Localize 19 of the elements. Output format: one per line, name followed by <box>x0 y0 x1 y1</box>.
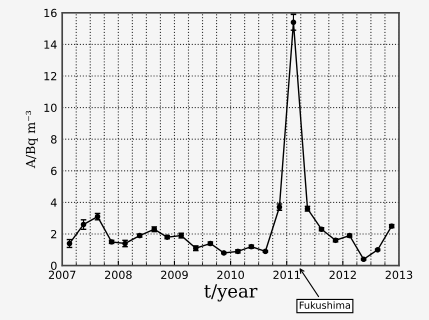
y-tick-label: 16 <box>44 8 57 18</box>
text: Fukushima <box>300 301 350 309</box>
y-tick-label: 0 <box>51 262 57 270</box>
x-tick-label: 2009 <box>161 270 188 280</box>
x-tick-label: 2010 <box>217 270 244 280</box>
y-tick-label: 10 <box>44 104 57 112</box>
y-tick-label: 4 <box>50 198 57 207</box>
y-tick-label: 14 <box>44 40 57 49</box>
y-tick-label: 2 <box>51 230 56 238</box>
y-axis-title: A/Bq m⁻³ <box>26 110 38 168</box>
y-tick-label: 12 <box>44 72 56 80</box>
x-tick-label: 2008 <box>105 270 132 280</box>
x-tick-label: 2013 <box>386 270 412 280</box>
x-tick-label: 2007 <box>48 270 76 280</box>
x-tick-label: 2012 <box>330 270 356 280</box>
x-axis-title: t/year <box>204 284 258 302</box>
y-tick-label: 8 <box>51 135 57 144</box>
y-tick-label: 6 <box>51 166 57 176</box>
x-tick-label: 2011 <box>273 270 300 280</box>
